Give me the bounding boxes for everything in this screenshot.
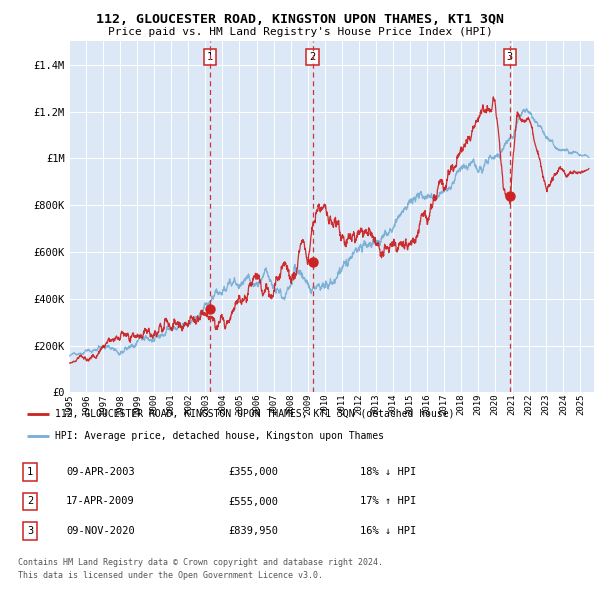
Text: 112, GLOUCESTER ROAD, KINGSTON UPON THAMES, KT1 3QN: 112, GLOUCESTER ROAD, KINGSTON UPON THAM… [96,13,504,26]
Text: 17% ↑ HPI: 17% ↑ HPI [360,497,416,506]
Text: £555,000: £555,000 [228,497,278,506]
Text: HPI: Average price, detached house, Kingston upon Thames: HPI: Average price, detached house, King… [55,431,384,441]
Text: 18% ↓ HPI: 18% ↓ HPI [360,467,416,477]
Text: 2: 2 [310,52,316,62]
Text: 2: 2 [27,497,33,506]
Text: 3: 3 [506,52,513,62]
Text: 16% ↓ HPI: 16% ↓ HPI [360,526,416,536]
Text: 17-APR-2009: 17-APR-2009 [66,497,135,506]
Text: 112, GLOUCESTER ROAD, KINGSTON UPON THAMES, KT1 3QN (detached house): 112, GLOUCESTER ROAD, KINGSTON UPON THAM… [55,409,454,418]
Text: 3: 3 [27,526,33,536]
Text: Contains HM Land Registry data © Crown copyright and database right 2024.: Contains HM Land Registry data © Crown c… [18,558,383,566]
Text: This data is licensed under the Open Government Licence v3.0.: This data is licensed under the Open Gov… [18,571,323,580]
Text: 1: 1 [27,467,33,477]
Text: Price paid vs. HM Land Registry's House Price Index (HPI): Price paid vs. HM Land Registry's House … [107,27,493,37]
Text: 1: 1 [207,52,213,62]
Text: £839,950: £839,950 [228,526,278,536]
Text: 09-NOV-2020: 09-NOV-2020 [66,526,135,536]
Text: 09-APR-2003: 09-APR-2003 [66,467,135,477]
Text: £355,000: £355,000 [228,467,278,477]
